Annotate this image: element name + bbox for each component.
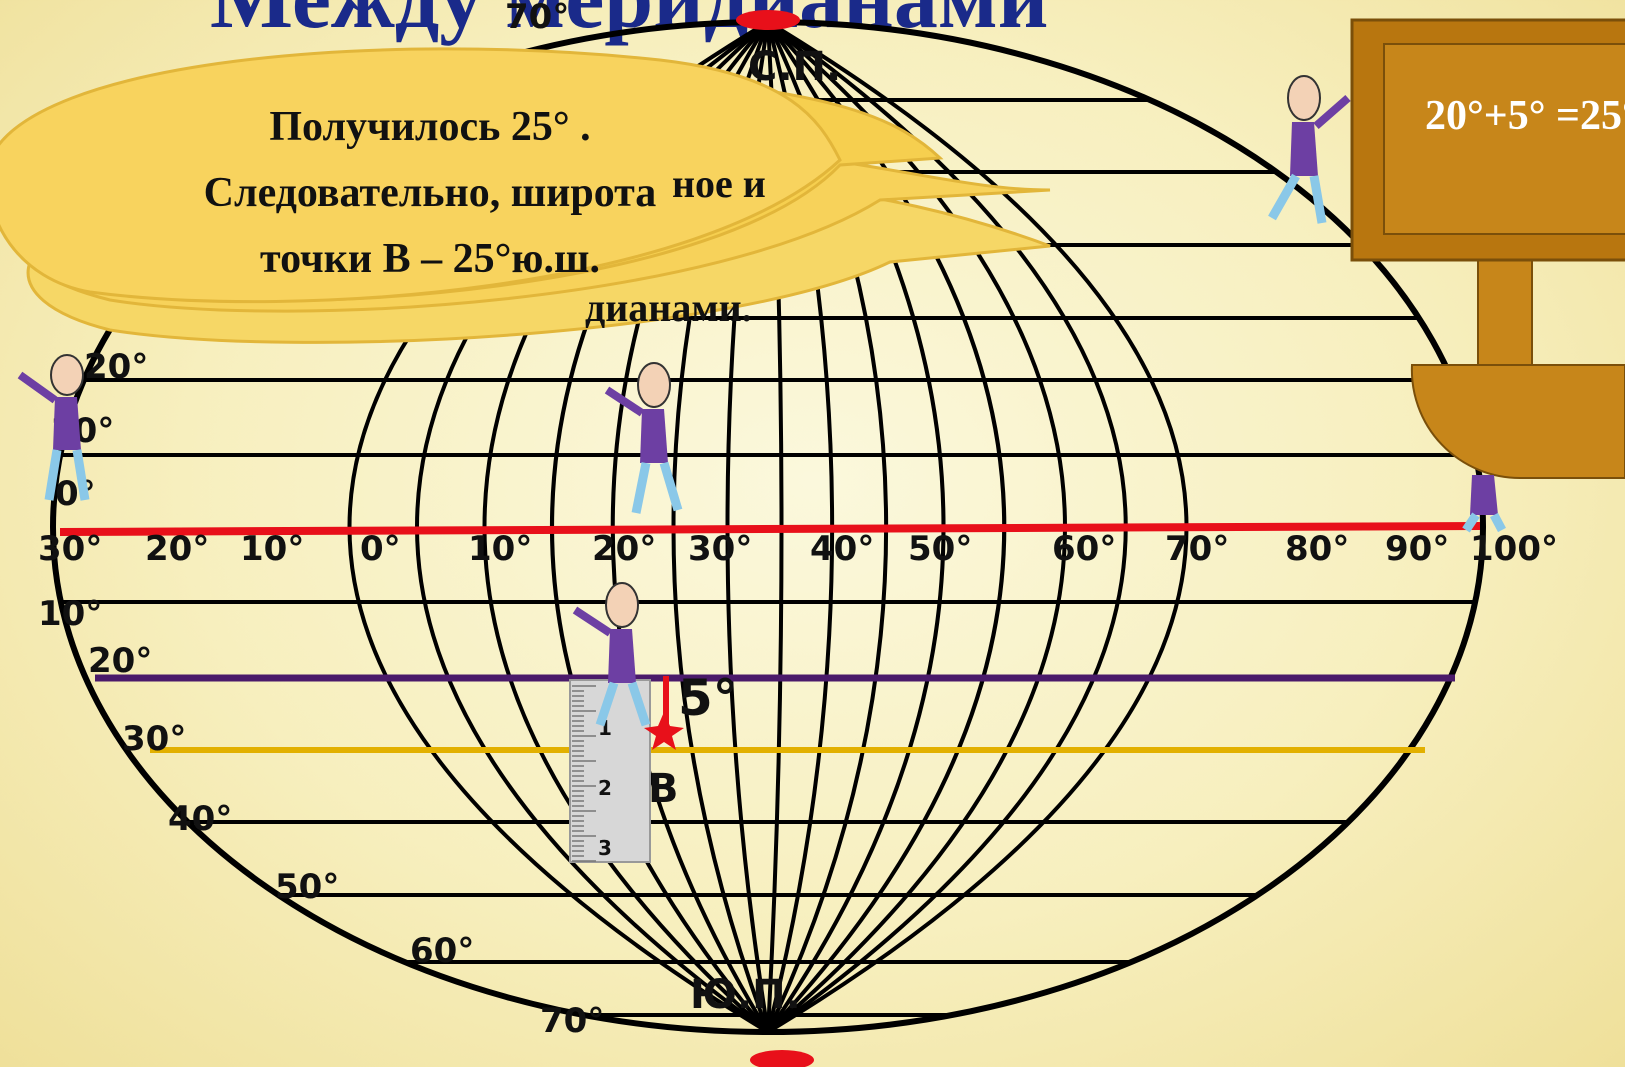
lat-label-30s: 30° (122, 719, 186, 759)
hiker-figure-2 (604, 362, 683, 514)
lat-label-20n: 20° (84, 347, 148, 387)
point-b-label: В (648, 766, 679, 812)
callout-line-1: Получилось 25° . (269, 104, 591, 150)
ruler-mark-2: 2 (598, 776, 612, 800)
speech-bubble-stack (0, 47, 1051, 344)
measurement-label: 5° (678, 669, 738, 727)
lon-label-10e: 10° (468, 529, 532, 569)
hiker-figure-4 (1268, 75, 1351, 224)
lon-label-30w: 30° (38, 529, 102, 569)
lon-label-60e: 60° (1052, 529, 1116, 569)
lon-label-50e: 50° (908, 529, 972, 569)
south-pole-marker (750, 1050, 814, 1067)
callout-line-2: Следовательно, широта (203, 170, 657, 216)
signpost (1350, 18, 1625, 480)
lon-label-20w: 20° (145, 529, 209, 569)
lat-label-20s: 20° (88, 641, 152, 681)
equator-line (59, 522, 1481, 536)
lon-label-30e: 30° (688, 529, 752, 569)
callout-hidden-fragment-2: дианами. (585, 285, 752, 330)
page-title: Между меридианами (210, 0, 1049, 49)
hiker-figure-3 (572, 582, 651, 727)
signpost-text: 20°+5° =25° (1425, 93, 1625, 139)
south-pole-label: Ю.П. (690, 972, 801, 1018)
lon-label-100e: 100° (1470, 529, 1558, 569)
lon-label-0: 0° (360, 529, 401, 569)
lat-label-50s: 50° (275, 867, 339, 907)
ruler-mark-3: 3 (598, 836, 612, 860)
lon-label-80e: 80° (1285, 529, 1349, 569)
lon-label-90e: 90° (1385, 529, 1449, 569)
point-b-star (644, 712, 684, 750)
callout-line-3: точки В – 25°ю.ш. (260, 236, 600, 282)
lat-label-70s: 70° (540, 1001, 604, 1041)
lat-label-10s: 10° (38, 594, 102, 634)
north-pole-label: С.П. (748, 44, 841, 90)
hiker-figure-5 (1462, 475, 1506, 533)
hiker-figure-1 (17, 354, 90, 501)
callout-hidden-fragment-1: ное и (672, 161, 766, 206)
lat-label-0: 0° (55, 474, 96, 514)
lat-label-70n: 70° (505, 0, 569, 37)
lon-label-10w: 10° (240, 529, 304, 569)
lon-label-70e: 70° (1165, 529, 1229, 569)
lon-label-40e: 40° (810, 529, 874, 569)
lat-label-40s: 40° (168, 799, 232, 839)
lon-label-20e: 20° (592, 529, 656, 569)
lat-label-60s: 60° (410, 931, 474, 971)
north-pole-marker (736, 10, 800, 30)
callout-text: Получилось 25° . Следовательно, широта т… (60, 94, 800, 292)
